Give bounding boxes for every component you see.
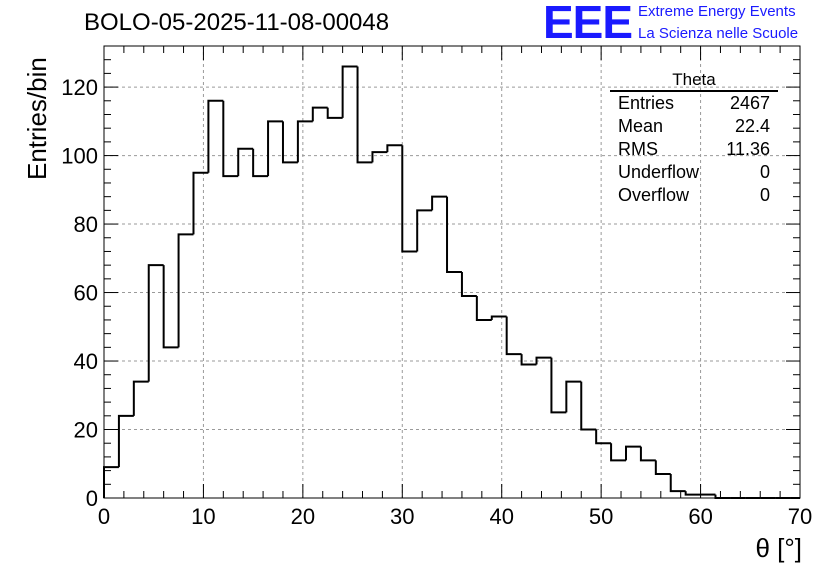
grid-lines [104,46,800,498]
histogram-bin [475,295,492,321]
chart-title: BOLO-05-2025-11-08-00048 [84,9,390,36]
histogram-bin [654,460,671,476]
histogram-bin [565,380,582,413]
stats-label: Entries [618,93,675,113]
histogram-bin [371,151,388,163]
histogram-bin [505,316,522,356]
histogram-bin [669,474,686,493]
y-tick-label: 80 [74,212,98,237]
stats-row-entries: Entries 2467 [610,92,778,115]
histogram-bin [132,380,149,416]
stats-value: 0 [759,185,770,205]
histogram-bin [460,272,477,297]
stats-value: 0 [759,162,770,182]
histogram-bin [625,445,641,461]
stats-label: Underflow [618,162,700,182]
y-tick-label: 120 [61,75,98,100]
histogram-bin [341,65,358,118]
histogram-bin [386,144,403,153]
x-tick-label: 10 [191,504,215,529]
histogram-bin [296,120,313,163]
histogram-bin [595,429,612,445]
x-axis-label: θ [°] [755,533,802,563]
x-tick-label: 50 [589,504,613,529]
y-tick-label: 60 [74,281,98,306]
tick-labels: 0 10 20 30 40 50 60 70 0 20 40 60 80 100 120 [61,75,812,529]
histogram-bin [281,121,298,164]
x-tick-label: 40 [489,504,513,529]
histogram-bin [520,354,537,366]
histogram-bin [207,99,224,173]
y-axis-label: Entries/bin [22,57,52,180]
histogram-bin [639,446,656,462]
stats-row-underflow: Underflow 0 [610,161,778,184]
stats-value: 11.36 [726,139,770,159]
histogram-bin [192,171,209,235]
stats-title: Theta [610,70,778,92]
histogram-bin [237,147,254,177]
logo-line-2: La Scienza nelle Scuole [638,25,799,42]
x-tick-label: 0 [98,504,110,529]
histogram-bin [431,195,448,211]
stats-label: RMS [618,139,658,159]
histogram-bin [490,315,507,320]
y-tick-label: 40 [74,349,98,374]
stats-label: Overflow [618,185,690,205]
histogram-bin [252,148,269,178]
histogram-bin [356,66,373,164]
stats-box: Theta Entries 2467 Mean 22.4 RMS 11.36 U… [610,70,778,207]
histogram-bin [326,107,343,119]
stats-label: Mean [618,116,664,136]
eee-logo: EEE [543,0,633,48]
x-tick-label: 60 [688,504,712,529]
x-tick-label: 20 [291,504,315,529]
x-tick-label: 30 [390,504,414,529]
y-tick-label: 0 [86,486,98,511]
logo-line-1: Extreme Energy Events [638,3,796,20]
histogram-bin [550,357,567,414]
histogram-bin [580,381,597,431]
stats-row-rms: RMS 11.36 [610,138,778,161]
histogram-bin [117,414,134,468]
histogram-bin [401,145,418,253]
histogram-bin [267,120,283,177]
stats-value: 22.4 [734,116,770,136]
axis-ticks [103,45,801,499]
histogram-bars [103,65,800,499]
stats-value: 2467 [729,93,770,113]
histogram-bin [311,106,328,122]
histogram-bin [147,264,164,382]
stats-row-mean: Mean 22.4 [610,115,778,138]
histogram-bin [610,443,626,462]
histogram-bin [103,466,119,498]
histogram-bin [714,494,731,499]
histogram-bin [535,356,552,365]
histogram-bin [416,209,433,252]
x-tick-label: 70 [788,504,812,529]
histogram-bin [222,100,239,178]
y-tick-label: 20 [74,418,98,443]
histogram-bin [684,491,701,496]
y-tick-label: 100 [61,144,98,169]
histogram-bin [162,265,179,349]
stats-row-overflow: Overflow 0 [610,184,778,207]
plot-frame [103,45,801,499]
histogram-bin [446,196,462,273]
histogram-bin [177,233,194,348]
